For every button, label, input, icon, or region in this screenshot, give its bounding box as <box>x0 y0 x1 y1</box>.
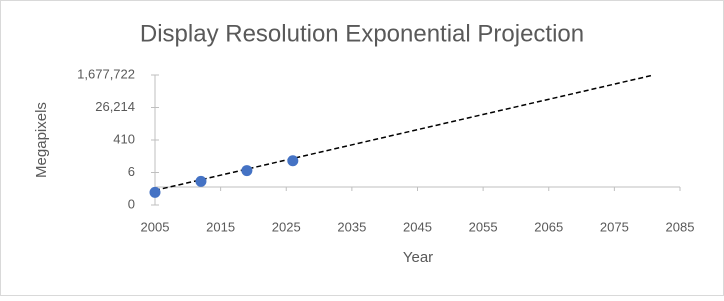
x-tick-label: 2005 <box>141 219 170 234</box>
chart-title: Display Resolution Exponential Projectio… <box>140 20 584 47</box>
x-tick-label: 2015 <box>206 219 235 234</box>
x-tick-label: 2085 <box>666 219 695 234</box>
x-axis-label: Year <box>403 249 433 266</box>
x-tick-label: 2055 <box>469 219 498 234</box>
x-tick-label: 2065 <box>534 219 563 234</box>
data-point <box>195 175 207 187</box>
trendline <box>154 74 654 192</box>
x-tick-label: 2075 <box>600 219 629 234</box>
y-axis-label: Megapixels <box>33 102 50 178</box>
x-tick-label: 2025 <box>272 219 301 234</box>
data-point <box>241 165 253 177</box>
x-tick-label: 2035 <box>337 219 366 234</box>
y-tick-label: 410 <box>113 131 135 146</box>
y-tick-label: 0 <box>128 196 135 211</box>
x-tick-label: 2045 <box>403 219 432 234</box>
y-tick-label: 26,214 <box>95 99 135 114</box>
y-tick-label: 1,677,722 <box>77 66 135 81</box>
y-tick-label: 6 <box>128 164 135 179</box>
data-point <box>287 155 299 167</box>
data-point <box>149 186 161 198</box>
